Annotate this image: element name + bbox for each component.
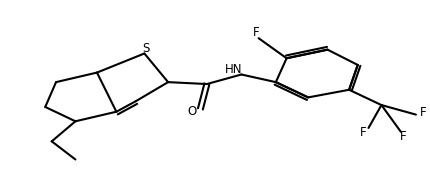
- Text: F: F: [253, 26, 259, 39]
- Text: F: F: [359, 126, 366, 139]
- Text: F: F: [419, 106, 425, 119]
- Text: F: F: [399, 130, 405, 143]
- Text: HN: HN: [224, 63, 242, 76]
- Text: S: S: [142, 42, 150, 55]
- Text: O: O: [187, 105, 197, 118]
